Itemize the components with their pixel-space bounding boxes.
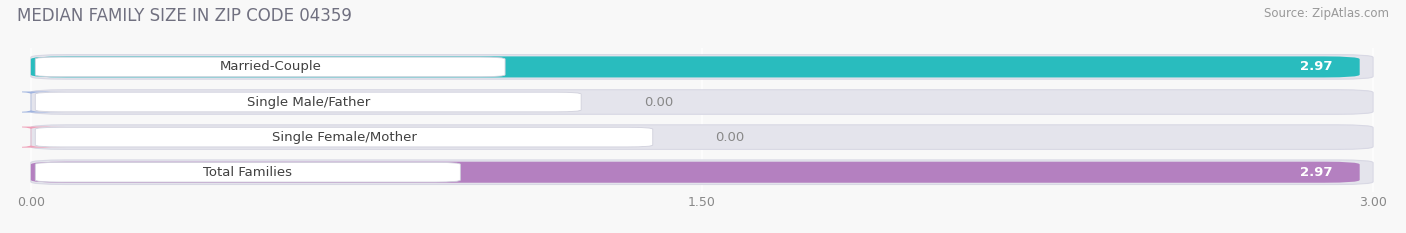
Text: 2.97: 2.97	[1301, 166, 1333, 179]
FancyBboxPatch shape	[0, 127, 66, 148]
Text: Married-Couple: Married-Couple	[219, 60, 321, 73]
Text: Single Female/Mother: Single Female/Mother	[271, 131, 416, 144]
Text: Total Families: Total Families	[204, 166, 292, 179]
FancyBboxPatch shape	[31, 56, 1360, 77]
FancyBboxPatch shape	[35, 57, 505, 77]
Text: Single Male/Father: Single Male/Father	[246, 96, 370, 109]
FancyBboxPatch shape	[35, 92, 581, 112]
FancyBboxPatch shape	[35, 162, 460, 182]
FancyBboxPatch shape	[31, 90, 1374, 114]
Text: MEDIAN FAMILY SIZE IN ZIP CODE 04359: MEDIAN FAMILY SIZE IN ZIP CODE 04359	[17, 7, 352, 25]
FancyBboxPatch shape	[0, 92, 66, 113]
FancyBboxPatch shape	[31, 125, 1374, 149]
Text: Source: ZipAtlas.com: Source: ZipAtlas.com	[1264, 7, 1389, 20]
FancyBboxPatch shape	[31, 160, 1374, 185]
FancyBboxPatch shape	[31, 162, 1360, 183]
FancyBboxPatch shape	[35, 127, 652, 147]
FancyBboxPatch shape	[31, 55, 1374, 79]
Text: 0.00: 0.00	[716, 131, 745, 144]
Text: 0.00: 0.00	[644, 96, 673, 109]
Text: 2.97: 2.97	[1301, 60, 1333, 73]
